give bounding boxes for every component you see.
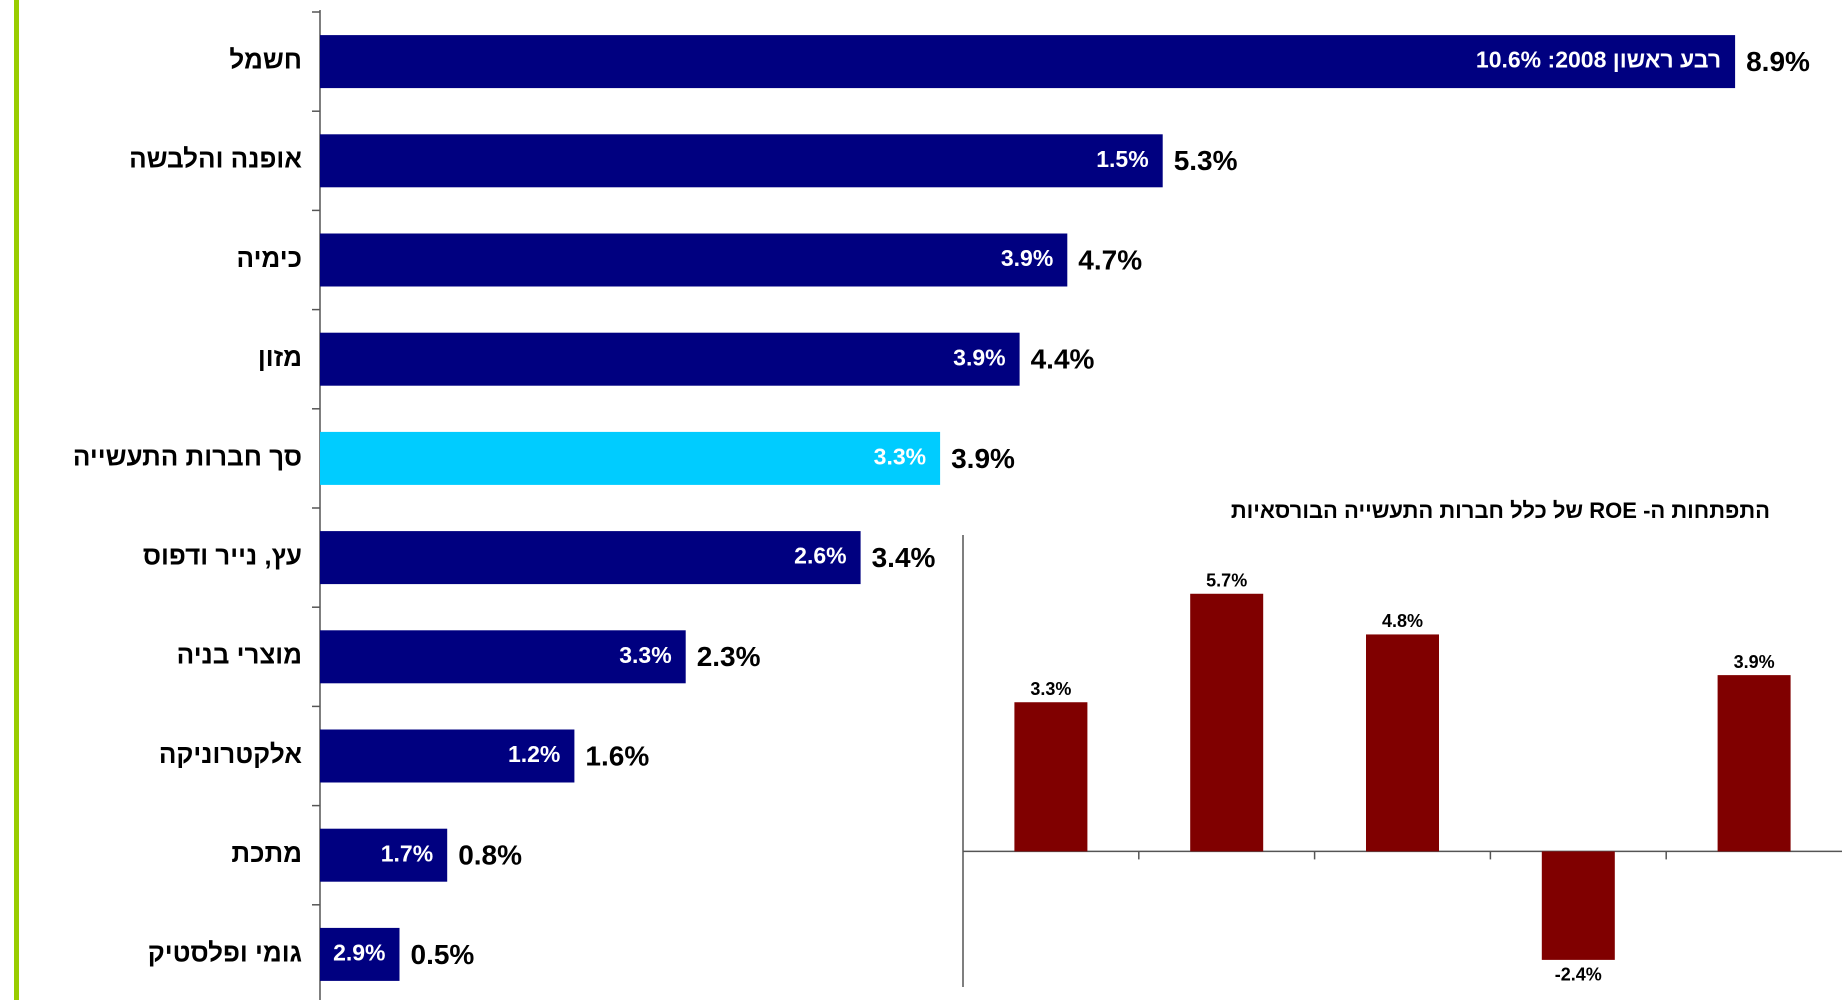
value-label: -2.4% <box>1555 965 1602 985</box>
bar <box>320 927 400 981</box>
bar <box>1366 634 1439 852</box>
value-label: 5.3% <box>1174 145 1238 176</box>
value-label: 3.4% <box>872 542 936 573</box>
bar <box>1541 851 1615 960</box>
inner-label: 1.7% <box>381 840 433 866</box>
inner-label: 3.3% <box>874 443 926 469</box>
value-label: 0.5% <box>411 939 475 970</box>
value-label: 3.3% <box>1030 679 1071 699</box>
value-label: 3.9% <box>1734 652 1775 672</box>
bar <box>1014 702 1088 852</box>
category-label: עץ, נייר ודפוס <box>143 540 302 570</box>
value-label: 8.9% <box>1746 46 1810 77</box>
value-label: 2.3% <box>697 641 761 672</box>
value-label: 4.4% <box>1031 344 1095 375</box>
value-label: 3.9% <box>951 443 1015 474</box>
category-label: גומי ופלסטיק <box>148 937 302 967</box>
bar <box>320 531 861 585</box>
bar <box>320 35 1736 89</box>
bar <box>320 828 448 882</box>
bar <box>1190 593 1264 852</box>
bar <box>320 332 1020 386</box>
accent-bar <box>14 0 19 1000</box>
bar <box>320 134 1163 188</box>
category-label: סך חברות התעשייה <box>73 441 302 471</box>
inner-label: 3.9% <box>953 344 1005 370</box>
category-label: חשמל <box>229 44 302 74</box>
value-label: 5.7% <box>1206 571 1247 591</box>
bar <box>1717 675 1791 852</box>
value-label: 1.6% <box>585 740 649 771</box>
inner-label: 1.5% <box>1096 146 1148 172</box>
category-label: כימיה <box>237 243 302 273</box>
inner-label: רבע ראשון 2008: 10.6% <box>1476 47 1721 73</box>
bar <box>320 729 575 783</box>
category-label: מתכת <box>231 838 302 868</box>
inner-label: 2.9% <box>333 939 385 965</box>
category-label: אופנה והלבשה <box>129 144 302 174</box>
bar <box>320 233 1068 287</box>
inner-label: 3.9% <box>1001 245 1053 271</box>
bar <box>320 431 941 485</box>
value-label: 4.8% <box>1382 611 1423 631</box>
category-label: מוצרי בניה <box>177 640 302 670</box>
bar <box>320 630 686 684</box>
inner-label: 3.3% <box>619 642 671 668</box>
category-label: אלקטרוניקה <box>159 739 302 769</box>
inset-title: התפתחות ה- ROE של כלל חברות התעשייה הבור… <box>1231 498 1770 523</box>
value-label: 0.8% <box>458 840 522 871</box>
inner-label: 1.2% <box>508 741 560 767</box>
value-label: 4.7% <box>1078 244 1142 275</box>
inner-label: 2.6% <box>794 543 846 569</box>
category-label: מזון <box>258 342 302 372</box>
